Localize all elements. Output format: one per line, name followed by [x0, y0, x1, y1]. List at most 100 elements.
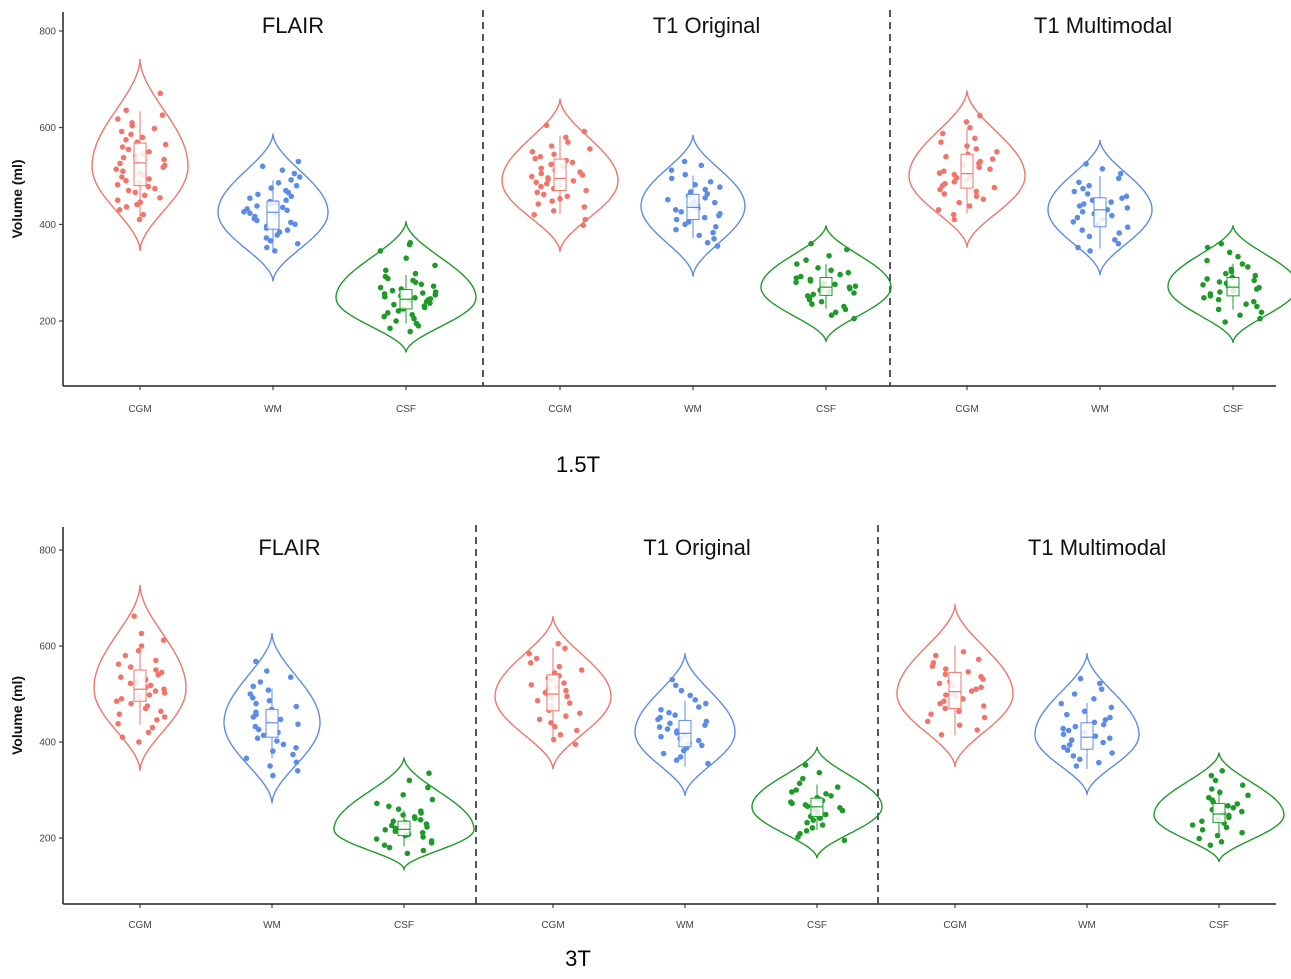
data-point — [389, 287, 396, 294]
data-point — [1098, 686, 1105, 692]
data-point — [1258, 309, 1265, 316]
data-point — [674, 728, 680, 734]
box — [819, 277, 833, 296]
data-point — [420, 834, 426, 840]
data-point — [1060, 731, 1067, 738]
data-point — [1102, 717, 1109, 723]
data-point — [703, 718, 710, 725]
data-point — [561, 680, 567, 686]
x-tick-label: CSF — [1209, 920, 1229, 931]
data-point — [956, 199, 962, 206]
data-point — [1112, 237, 1118, 243]
x-tick-label: CSF — [807, 920, 827, 931]
data-point — [802, 762, 809, 768]
data-point — [928, 711, 934, 717]
data-point — [138, 630, 145, 637]
data-point — [118, 128, 125, 135]
box — [960, 153, 974, 189]
data-point — [123, 178, 129, 184]
data-point — [139, 134, 146, 141]
data-point — [432, 262, 438, 269]
data-point — [1217, 289, 1223, 295]
box — [133, 669, 147, 702]
data-point — [956, 708, 962, 715]
data-point — [119, 734, 126, 740]
data-point — [1252, 272, 1259, 279]
data-point — [149, 724, 156, 731]
data-point — [538, 183, 544, 190]
data-point — [1096, 759, 1102, 766]
data-point — [673, 216, 680, 223]
data-point — [828, 793, 834, 799]
data-point — [810, 291, 817, 298]
data-point — [161, 156, 167, 163]
data-point — [713, 224, 719, 230]
data-point — [1254, 303, 1260, 310]
data-point — [698, 162, 705, 169]
data-point — [146, 176, 152, 182]
y-tick-label: 400 — [39, 220, 56, 231]
data-point — [423, 821, 430, 827]
data-point — [404, 850, 411, 857]
data-point — [793, 275, 800, 281]
x-tick-label: CGM — [541, 920, 564, 931]
data-point — [1245, 792, 1251, 799]
data-point — [672, 207, 679, 213]
data-point — [132, 189, 139, 196]
data-point — [162, 141, 169, 148]
data-point — [935, 207, 942, 213]
data-point — [118, 696, 125, 702]
data-point — [395, 308, 402, 314]
data-point — [247, 195, 253, 201]
violin-plot-1-5t: 200 400 600 800 Volume (ml) FLAIR CGM WM CSF T1 O… — [9, 10, 1291, 415]
data-point — [564, 693, 570, 700]
data-point — [293, 759, 300, 765]
data-point — [413, 320, 420, 327]
data-point — [391, 301, 397, 308]
data-point — [115, 661, 122, 667]
data-point — [528, 682, 535, 688]
box — [948, 671, 962, 709]
data-point — [1204, 244, 1211, 251]
data-point — [1071, 691, 1078, 697]
data-point — [1251, 298, 1257, 305]
data-point — [841, 303, 847, 310]
data-point — [243, 755, 250, 762]
data-point — [1099, 166, 1106, 172]
data-point — [381, 313, 388, 320]
data-point — [967, 124, 973, 131]
data-point — [551, 151, 557, 158]
data-point — [1226, 812, 1232, 819]
data-point — [1237, 312, 1243, 319]
data-point — [701, 214, 708, 221]
data-point — [1108, 199, 1114, 205]
data-point — [1073, 763, 1080, 769]
data-point — [669, 676, 676, 683]
violin-cgm — [91, 58, 189, 251]
data-point — [1081, 201, 1087, 207]
data-point — [939, 130, 946, 137]
data-point — [930, 660, 937, 666]
data-point — [977, 158, 983, 165]
data-point — [390, 818, 397, 824]
data-point — [972, 135, 978, 142]
data-point — [266, 697, 273, 704]
data-point — [270, 748, 276, 754]
data-point — [550, 736, 557, 743]
data-point — [581, 204, 588, 210]
data-point — [1225, 803, 1231, 809]
data-point — [1215, 306, 1222, 313]
data-point — [1226, 249, 1233, 256]
data-point — [161, 686, 167, 692]
data-point — [569, 159, 576, 166]
violin-csf — [1153, 752, 1285, 863]
data-point — [1064, 747, 1071, 753]
data-point — [943, 692, 949, 698]
data-point — [981, 714, 988, 721]
data-point — [263, 235, 270, 241]
data-point — [1079, 227, 1085, 233]
data-point — [254, 735, 261, 741]
data-point — [545, 175, 551, 181]
data-point — [1223, 824, 1230, 831]
data-point — [430, 283, 437, 290]
